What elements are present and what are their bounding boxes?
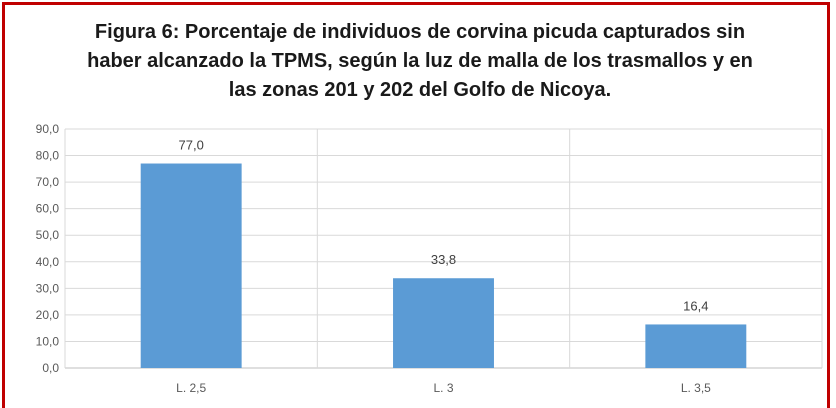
y-tick-label: 70,0 xyxy=(36,175,60,189)
data-label: 77,0 xyxy=(179,138,204,153)
x-axis-ticks: L. 2,5 L. 3 L. 3,5 xyxy=(176,381,711,395)
data-label: 33,8 xyxy=(431,252,456,267)
y-tick-label: 10,0 xyxy=(36,334,60,348)
y-tick-label: 20,0 xyxy=(36,308,60,322)
data-label: 16,4 xyxy=(683,298,708,313)
x-tick-label: L. 3,5 xyxy=(681,381,711,395)
x-tick-label: L. 3 xyxy=(433,381,453,395)
y-tick-label: 0,0 xyxy=(42,361,59,375)
y-tick-label: 40,0 xyxy=(36,255,60,269)
bar xyxy=(393,278,494,368)
y-tick-label: 60,0 xyxy=(36,202,60,216)
bar xyxy=(140,163,242,368)
y-tick-label: 30,0 xyxy=(36,281,60,295)
x-tick-label: L. 2,5 xyxy=(176,381,206,395)
y-tick-label: 80,0 xyxy=(36,149,60,163)
y-tick-label: 90,0 xyxy=(36,122,60,136)
y-tick-label: 50,0 xyxy=(36,228,60,242)
y-axis-ticks: 0,0 10,0 20,0 30,0 40,0 50,0 60,0 70,0 80,0 90,0 xyxy=(36,122,60,375)
bar xyxy=(645,324,747,368)
chart-title: Figura 6: Porcentaje de individuos de co… xyxy=(87,21,753,101)
bars: 77,0 33,8 16,4 xyxy=(140,138,747,368)
